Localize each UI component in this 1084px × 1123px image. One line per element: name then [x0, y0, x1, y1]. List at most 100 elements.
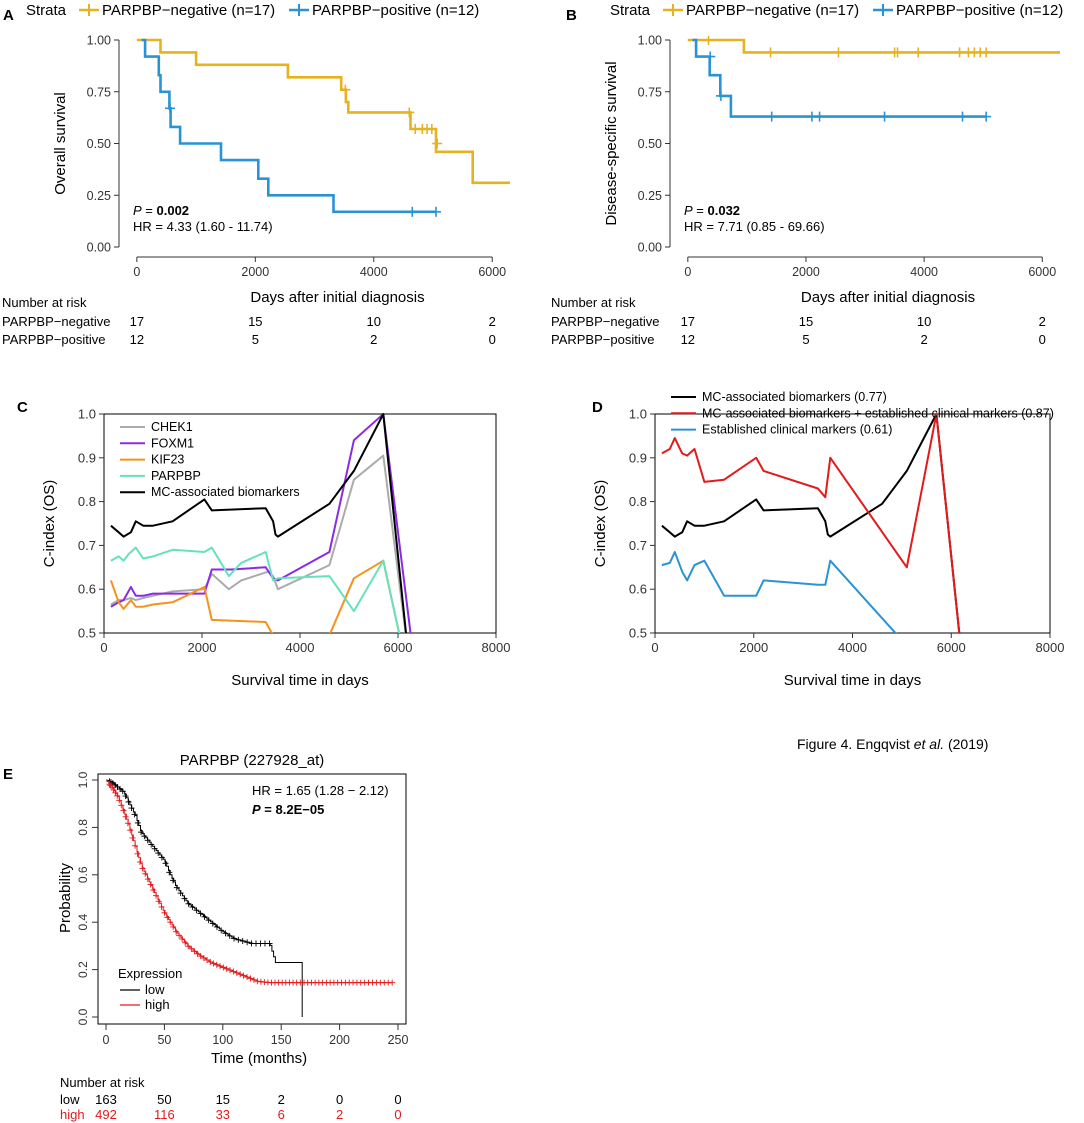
panel-c-chart: 0 2000 4000 6000 8000 0.5 0.6 0.7 0.8 0.9 1.0 Survi…	[41, 407, 510, 690]
panel-d-chart: 0 2000 4000 6000 8000 0.5 0.6 0.7 0.8 0.9 1.0 Survi…	[592, 390, 1064, 689]
km-line-negative	[136, 38, 510, 185]
panel-e-chart: 0 50 100 150 200 2500.00.20.40.60.81.0PARPBP …	[57, 752, 408, 1122]
risk-value: 2	[278, 1092, 285, 1107]
p-value-annotation: P = 0.002	[133, 203, 189, 218]
risk-value: 33	[216, 1107, 230, 1122]
legend-label: FOXM1	[151, 436, 194, 450]
risk-value: 2	[336, 1107, 343, 1122]
series-line-chek1	[110, 454, 407, 633]
x-tick-label: 4000	[286, 640, 315, 655]
y-axis-label: Disease-specific survival	[603, 61, 620, 225]
risk-value: 163	[95, 1092, 117, 1107]
km-line-negative	[687, 38, 1060, 54]
x-axis-label: Days after initial diagnosis	[801, 289, 975, 306]
p-label: P	[133, 203, 142, 218]
y-tick-label: 0.25	[87, 189, 111, 203]
legend: MC-associated biomarkers (0.77) MC-associ…	[671, 390, 1054, 437]
x-tick-label: 0	[684, 265, 691, 279]
y-tick-label: 1.0	[629, 407, 647, 422]
series-group	[136, 38, 510, 217]
legend-title: Strata	[610, 2, 651, 19]
y-axis-label: C-index (OS)	[41, 480, 58, 568]
x-tick-label: 2000	[792, 265, 820, 279]
legend: CHEK1 FOXM1 KIF23 PARPBP MC-associated bioma…	[120, 420, 300, 499]
x-tick-label: 0	[100, 640, 107, 655]
y-tick-label: 0.5	[78, 626, 96, 641]
y-axis-label: Overall survival	[52, 92, 69, 195]
legend-label: PARPBP−negative (n=17)	[686, 2, 859, 19]
panel-letter-c: C	[17, 399, 28, 416]
risk-row-label: PARPBP−negative	[551, 314, 660, 329]
y-axis-label: C-index (OS)	[592, 480, 609, 568]
panel-b-chart: 0 2000 4000 6000 0.00 0.25 0.50 0.75 1.00 Days af…	[551, 2, 1063, 347]
risk-value: 15	[216, 1092, 230, 1107]
hr-annotation: HR = 7.71 (0.85 - 69.66)	[684, 219, 825, 234]
series-line-parpbp	[110, 546, 401, 633]
x-tick-label: 50	[157, 1033, 171, 1047]
x-axis-label: Time (months)	[211, 1050, 307, 1067]
km-line-positive	[141, 38, 436, 214]
km-line-positive	[692, 38, 987, 118]
y-tick-label: 0.00	[87, 241, 111, 255]
panel-letter-b: B	[566, 7, 577, 24]
risk-row-label: PARPBP−positive	[2, 332, 105, 347]
legend-label: KIF23	[151, 453, 184, 467]
x-tick-label: 6000	[937, 640, 966, 655]
risk-row-label: PARPBP−positive	[551, 332, 654, 347]
y-tick-label: 0.2	[76, 961, 90, 978]
x-tick-label: 200	[329, 1033, 350, 1047]
panel-letter-e: E	[3, 766, 13, 783]
legend-label: PARPBP−positive (n=12)	[312, 2, 479, 19]
x-tick-label: 2000	[241, 265, 269, 279]
p-value: 0.002	[157, 203, 190, 218]
risk-value: 0	[394, 1107, 401, 1122]
x-tick-label: 0	[103, 1033, 110, 1047]
p-label: P	[252, 802, 261, 817]
legend-title: Strata	[26, 2, 67, 19]
x-tick-label: 100	[212, 1033, 233, 1047]
p-eq: =	[142, 203, 157, 218]
y-tick-label: 0.6	[76, 866, 90, 883]
risk-value: 17	[130, 314, 144, 329]
risk-row-label: high	[60, 1107, 85, 1122]
risk-value: 2	[370, 332, 377, 347]
risk-value: 5	[802, 332, 809, 347]
y-tick-label: 0.8	[629, 494, 647, 509]
risk-value: 0	[489, 332, 496, 347]
y-axis-label: Probability	[57, 862, 74, 933]
x-tick-label: 6000	[384, 640, 413, 655]
x-tick-label: 0	[651, 640, 658, 655]
x-tick-label: 2000	[188, 640, 217, 655]
x-tick-label: 8000	[482, 640, 511, 655]
legend-label: Established clinical markers (0.61)	[702, 423, 892, 437]
series-line-foxm1	[110, 413, 412, 633]
x-axis-label: Survival time in days	[784, 672, 922, 689]
p-value: 8.2E−05	[276, 802, 325, 817]
risk-value: 5	[252, 332, 259, 347]
chart-title: PARPBP (227928_at)	[180, 752, 325, 769]
legend-label: low	[145, 982, 165, 997]
legend: Strata PARPBP−negative (n=17) PARPBP−posit…	[26, 2, 479, 19]
p-value-annotation: P = 0.032	[684, 203, 740, 218]
x-tick-label: 4000	[360, 265, 388, 279]
risk-value: 15	[799, 314, 813, 329]
legend-label: PARPBP−positive (n=12)	[896, 2, 1063, 19]
y-tick-label: 0.0	[76, 1008, 90, 1025]
series-line-kif23	[109, 559, 401, 633]
legend-label: PARPBP	[151, 469, 201, 483]
risk-value: 6	[278, 1107, 285, 1122]
legend-label: CHEK1	[151, 420, 193, 434]
p-value: 0.032	[708, 203, 741, 218]
risk-value: 15	[248, 314, 262, 329]
p-eq: =	[261, 802, 276, 817]
x-tick-label: 250	[388, 1033, 409, 1047]
y-tick-label: 0.8	[76, 819, 90, 836]
hr-annotation: HR = 1.65 (1.28 − 2.12)	[252, 783, 389, 798]
x-tick-label: 0	[133, 265, 140, 279]
y-tick-label: 0.7	[78, 538, 96, 553]
y-tick-label: 0.00	[638, 241, 662, 255]
risk-value: 0	[1039, 332, 1046, 347]
risk-value: 2	[489, 314, 496, 329]
legend-label: high	[145, 997, 170, 1012]
y-tick-label: 0.6	[629, 582, 647, 597]
